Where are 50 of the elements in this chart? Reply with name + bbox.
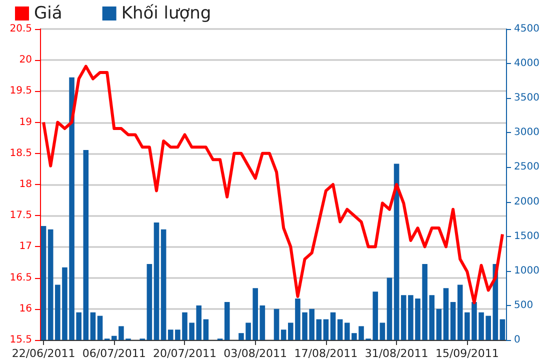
bar	[274, 308, 280, 340]
y2-tick-label: 4500	[514, 24, 540, 34]
legend-label: Giá	[34, 4, 62, 24]
y-tick-label: 20	[19, 54, 32, 66]
legend-label: Khối lượng	[121, 4, 212, 24]
y-tick-label: 19	[19, 116, 32, 128]
bar	[90, 312, 96, 340]
bar	[436, 308, 442, 340]
x-tick-label: 06/07/2011	[82, 347, 146, 360]
y2-tick-label: 2500	[514, 162, 540, 173]
y-tick-label: 18	[19, 179, 32, 190]
y-tick-label: 20.5	[10, 24, 32, 34]
y2-tick-label: 4000	[514, 58, 540, 70]
y-tick-label: 17	[19, 241, 32, 252]
y-tick-label: 16	[19, 303, 32, 314]
y-tick-label: 18.5	[10, 148, 32, 159]
bar	[280, 330, 286, 340]
x-tick-label: 03/08/2011	[224, 347, 288, 360]
y2-tick-label: 1000	[514, 265, 540, 276]
bar	[323, 319, 329, 340]
y2-tick-label: 500	[514, 300, 534, 311]
x-tick-label: 17/08/2011	[294, 347, 358, 360]
x-tick-label: 15/09/2011	[435, 347, 499, 360]
y2-tick-label: 3500	[514, 92, 540, 104]
y2-tick-label: 2000	[514, 196, 540, 208]
y-tick-label: 19.5	[10, 86, 32, 97]
bar	[386, 278, 392, 340]
x-tick-label: 31/08/2011	[364, 347, 428, 360]
y2-tick-label: 3000	[514, 127, 540, 138]
bar	[203, 319, 209, 340]
bar	[48, 229, 54, 340]
y2-tick-label: 1500	[514, 230, 540, 242]
y2-tick-label: 0	[514, 334, 520, 346]
y-tick-label: 15.5	[10, 334, 32, 346]
bar	[40, 226, 46, 340]
y-tick-label: 16.5	[10, 272, 32, 284]
bar	[160, 229, 166, 340]
bar	[443, 288, 449, 340]
y-tick-label: 17.5	[10, 210, 32, 222]
bar	[97, 316, 103, 340]
x-tick-label: 20/07/2011	[153, 347, 216, 360]
bar	[337, 319, 343, 340]
bar	[154, 222, 160, 340]
bar	[146, 264, 152, 340]
bar	[380, 322, 386, 340]
bar	[450, 302, 456, 340]
x-tick-label: 22/06/2011	[12, 347, 76, 360]
bar	[224, 302, 230, 340]
bar	[330, 312, 336, 340]
bar	[260, 305, 266, 340]
